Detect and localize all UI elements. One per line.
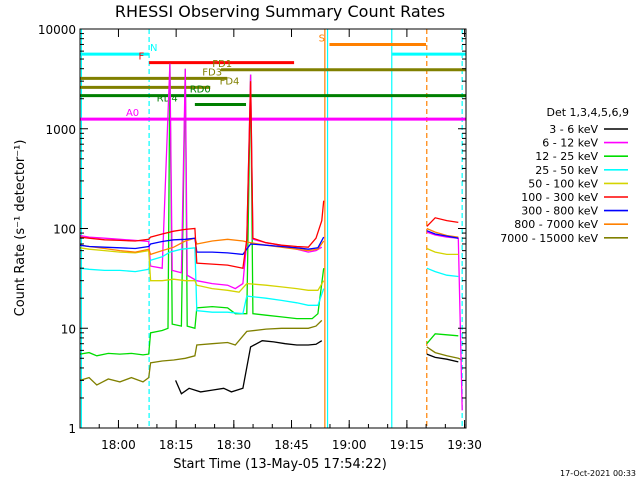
legend-label-0: 3 - 6 keV bbox=[549, 123, 598, 136]
x-tick-label-4: 19:00 bbox=[332, 438, 367, 452]
x-tick-label-0: 18:00 bbox=[101, 438, 136, 452]
y-axis-label: Count Rate (s⁻¹ detector⁻¹) bbox=[13, 140, 28, 317]
flag-label-a0: A0 bbox=[126, 108, 139, 119]
x-tick-label-6: 19:30 bbox=[447, 438, 482, 452]
footer-date: 17-Oct-2021 00:33 bbox=[560, 469, 636, 478]
series-line-0 bbox=[79, 319, 463, 386]
y-tick-label-0: 1 bbox=[68, 422, 76, 436]
x-axis-ticks: 18:00 18:15 18:30 18:45 19:00 19:15 19:30 bbox=[98, 29, 482, 452]
legend-label-1: 6 - 12 keV bbox=[542, 137, 598, 150]
x-tick-label-1: 18:15 bbox=[159, 438, 194, 452]
x-tick-label-2: 18:30 bbox=[217, 438, 252, 452]
series-line-5 bbox=[79, 247, 459, 293]
flag-label-fd1: FD1 bbox=[212, 59, 232, 70]
series-line-1 bbox=[175, 340, 459, 395]
x-tick-label-5: 19:15 bbox=[390, 438, 425, 452]
series-lines bbox=[79, 63, 463, 411]
y-tick-label-4: 10000 bbox=[38, 23, 76, 37]
chart-title: RHESSI Observing Summary Count Rates bbox=[115, 2, 445, 21]
flag-label-rd0: RD0 bbox=[190, 85, 211, 96]
legend-label-7: 800 - 7000 keV bbox=[514, 218, 598, 231]
y-tick-label-3: 1000 bbox=[45, 123, 76, 137]
series-line-4 bbox=[79, 247, 459, 315]
flag-label-fd3: FD3 bbox=[202, 67, 222, 78]
y-axis-ticks: 1 10 100 1000 10000 bbox=[38, 23, 466, 436]
legend-header: Det 1,3,4,5,6,9 bbox=[546, 106, 629, 119]
series-line-8 bbox=[79, 81, 459, 269]
y-tick-label-1: 10 bbox=[61, 322, 76, 336]
flag-label-n: N bbox=[150, 43, 157, 54]
legend-label-5: 100 - 300 keV bbox=[521, 191, 598, 204]
flag-label-fd4: FD4 bbox=[220, 76, 240, 87]
x-axis-label: Start Time (13-May-05 17:54:22) bbox=[173, 457, 387, 472]
legend-label-4: 50 - 100 keV bbox=[528, 177, 598, 190]
y-tick-label-2: 100 bbox=[53, 223, 76, 237]
x-tick-label-3: 18:45 bbox=[274, 438, 309, 452]
flag-label-s: S bbox=[319, 33, 325, 44]
legend-label-6: 300 - 800 keV bbox=[521, 205, 598, 218]
flag-label-f: F bbox=[139, 52, 145, 63]
flag-label-rd4: RD4 bbox=[157, 94, 178, 105]
legend-label-8: 7000 - 15000 keV bbox=[500, 232, 598, 245]
legend-label-2: 12 - 25 keV bbox=[535, 150, 598, 163]
legend-label-3: 25 - 50 keV bbox=[535, 164, 598, 177]
